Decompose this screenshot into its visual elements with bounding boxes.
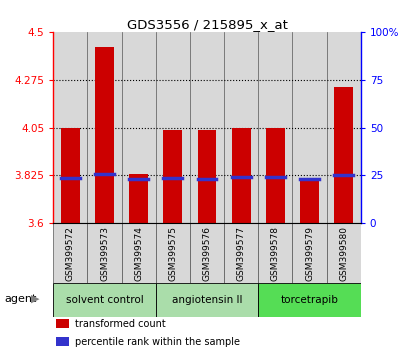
Bar: [163, 130, 182, 223]
Text: GSM399574: GSM399574: [134, 226, 143, 281]
Bar: [87, 32, 121, 223]
FancyBboxPatch shape: [292, 223, 326, 283]
Bar: [56, 337, 69, 346]
Text: GSM399577: GSM399577: [236, 226, 245, 281]
Bar: [299, 181, 318, 223]
FancyBboxPatch shape: [121, 223, 155, 283]
Text: GSM399578: GSM399578: [270, 226, 279, 281]
Bar: [189, 32, 224, 223]
Text: GSM399576: GSM399576: [202, 226, 211, 281]
Bar: [155, 32, 189, 223]
Text: transformed count: transformed count: [74, 319, 165, 329]
Text: GSM399573: GSM399573: [100, 226, 109, 281]
FancyBboxPatch shape: [53, 283, 155, 317]
Text: angiotensin II: angiotensin II: [171, 295, 242, 305]
Bar: [61, 127, 80, 223]
Text: agent: agent: [4, 294, 36, 304]
Bar: [265, 127, 284, 223]
Text: GSM399575: GSM399575: [168, 226, 177, 281]
Bar: [56, 319, 69, 328]
FancyBboxPatch shape: [224, 223, 258, 283]
FancyBboxPatch shape: [189, 223, 224, 283]
Text: solvent control: solvent control: [65, 295, 143, 305]
FancyBboxPatch shape: [155, 283, 258, 317]
Bar: [292, 32, 326, 223]
FancyBboxPatch shape: [87, 223, 121, 283]
Bar: [197, 130, 216, 223]
Bar: [231, 127, 250, 223]
Bar: [224, 32, 258, 223]
Bar: [129, 175, 148, 223]
Bar: [95, 47, 114, 223]
Bar: [333, 87, 352, 223]
FancyBboxPatch shape: [155, 223, 189, 283]
FancyBboxPatch shape: [258, 283, 360, 317]
FancyBboxPatch shape: [53, 223, 87, 283]
Text: GSM399580: GSM399580: [338, 226, 347, 281]
Text: GSM399572: GSM399572: [66, 226, 75, 281]
FancyBboxPatch shape: [258, 223, 292, 283]
Text: torcetrapib: torcetrapib: [280, 295, 338, 305]
FancyBboxPatch shape: [326, 223, 360, 283]
Text: ▶: ▶: [31, 294, 39, 304]
Title: GDS3556 / 215895_x_at: GDS3556 / 215895_x_at: [126, 18, 287, 31]
Bar: [326, 32, 360, 223]
Bar: [121, 32, 155, 223]
Bar: [258, 32, 292, 223]
Bar: [53, 32, 87, 223]
Text: percentile rank within the sample: percentile rank within the sample: [74, 337, 239, 347]
Text: GSM399579: GSM399579: [304, 226, 313, 281]
